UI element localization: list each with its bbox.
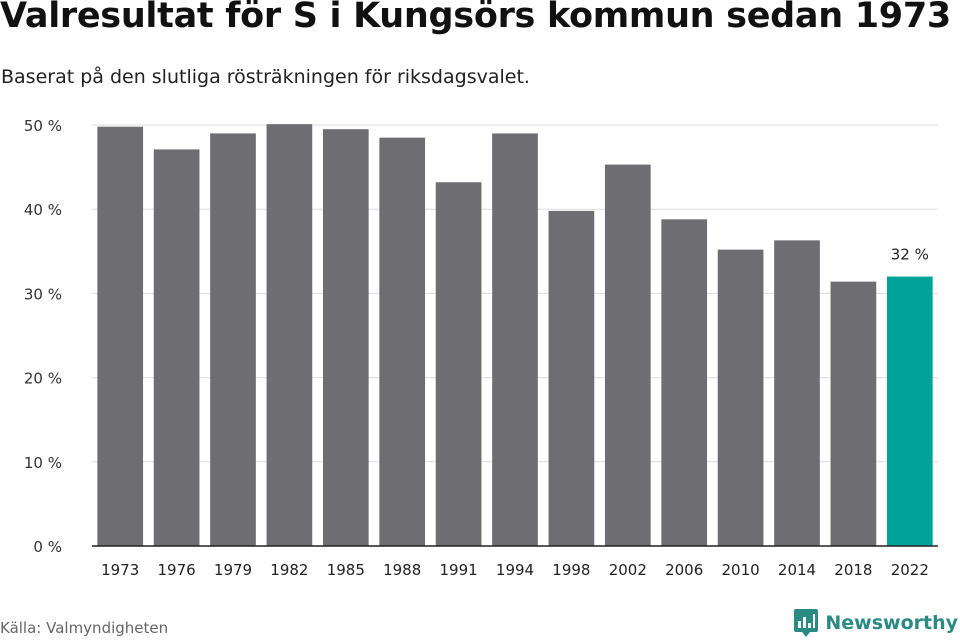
y-axis-ticks: 0 % 10 % 20 % 30 % 40 % 50 % (24, 117, 62, 556)
bar-1982 (266, 124, 313, 547)
data-label: 32 % (891, 246, 929, 264)
y-tick-label: 30 % (24, 285, 62, 303)
bar-2006 (661, 219, 708, 546)
x-tick-label: 2006 (665, 561, 703, 579)
bar-1994 (492, 133, 538, 547)
y-tick-label: 50 % (24, 117, 62, 135)
bar-1991 (435, 182, 482, 547)
y-tick-label: 40 % (24, 201, 62, 219)
source-note: Källa: Valmyndigheten (0, 619, 169, 637)
x-tick-label: 2010 (722, 561, 760, 579)
brand-name: Newsworthy (825, 612, 958, 634)
x-axis-ticks: 1973 1976 1979 1982 1985 1988 1991 1994 1998 2002… (101, 561, 929, 579)
x-tick-label: 2014 (778, 561, 816, 579)
x-tick-label: 1982 (270, 561, 308, 579)
x-tick-label: 2022 (891, 561, 929, 579)
bar-2014 (774, 240, 820, 546)
chart-title: Valresultat för S i Kungsörs kommun seda… (0, 0, 951, 36)
x-tick-label: 1994 (496, 561, 534, 579)
x-tick-label: 1988 (383, 561, 421, 579)
bar-2022 (886, 276, 933, 546)
x-tick-label: 1998 (552, 561, 590, 579)
x-tick-label: 1973 (101, 561, 139, 579)
bar-1988 (379, 137, 426, 546)
data-labels: 32 % (891, 246, 929, 264)
x-tick-label: 2018 (834, 561, 872, 579)
chart-subtitle: Baserat på den slutliga rösträkningen fö… (1, 66, 530, 88)
bar-2002 (604, 164, 651, 546)
brand-logo: Newsworthy (793, 608, 958, 638)
x-tick-label: 1979 (214, 561, 252, 579)
bar-1998 (548, 210, 595, 546)
bar-2010 (717, 249, 764, 546)
x-tick-label: 2002 (609, 561, 647, 579)
x-tick-label: 1985 (327, 561, 365, 579)
x-tick-label: 1991 (440, 561, 478, 579)
bar-2018 (830, 281, 877, 546)
bar-chart: 0 % 10 % 20 % 30 % 40 % 50 % 1973 1976 1979 1982… (24, 117, 938, 579)
bar-1979 (210, 133, 256, 547)
x-tick-label: 1976 (158, 561, 196, 579)
newsworthy-logo-icon (794, 609, 819, 637)
bars (97, 124, 933, 547)
bar-1985 (322, 129, 369, 546)
bar-1973 (97, 126, 144, 547)
y-tick-label: 20 % (24, 370, 62, 388)
bar-1976 (153, 149, 200, 546)
y-tick-label: 0 % (33, 538, 62, 556)
y-tick-label: 10 % (24, 454, 62, 472)
